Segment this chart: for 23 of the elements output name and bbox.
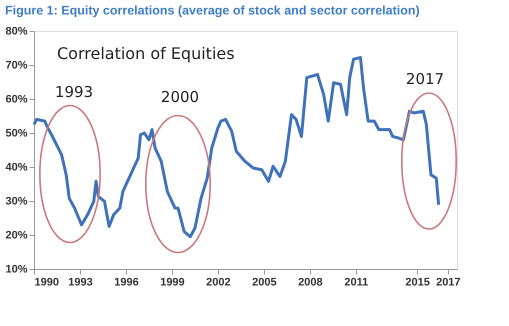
y-tick-label: 80% [5, 26, 28, 38]
y-tick-label: 70% [5, 60, 28, 72]
annotation: 1993 [54, 83, 94, 101]
y-tick-label: 40% [5, 162, 28, 174]
y-tick-label: 20% [5, 230, 28, 242]
y-tick-label: 10% [5, 264, 28, 276]
x-tick-label: 1990 [34, 276, 59, 288]
y-tick-label: 30% [5, 196, 28, 208]
x-tick-label: 2015 [405, 276, 430, 288]
x-tick-label: 2017 [436, 276, 461, 288]
chart-title: Figure 1: Equity correlations (average of stock and sector correlation) [4, 4, 420, 18]
annotation: 2017 [406, 70, 444, 88]
x-tick-label: 1996 [114, 276, 139, 288]
y-tick-label: 50% [5, 128, 28, 140]
x-tick-label: 2011 [344, 276, 368, 288]
annotation: 2000 [160, 88, 200, 106]
x-tick-label: 2008 [298, 276, 323, 288]
x-tick-label: 1993 [68, 276, 93, 288]
annotation: Correlation of Equities [57, 44, 235, 63]
y-tick-label: 60% [5, 94, 28, 106]
x-tick-label: 1999 [160, 276, 185, 288]
x-tick-label: 2005 [252, 276, 277, 288]
x-tick-label: 2002 [206, 276, 231, 288]
